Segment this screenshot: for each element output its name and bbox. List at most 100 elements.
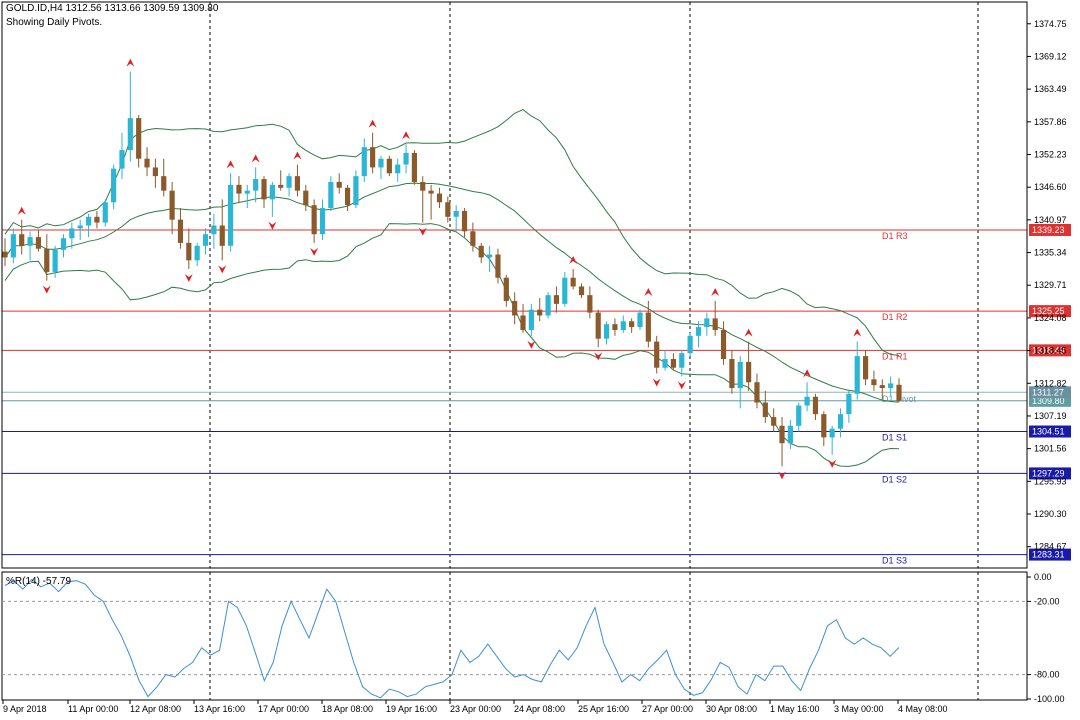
candlesticks: [2, 71, 902, 467]
candle: [879, 379, 885, 400]
candle-body: [136, 118, 142, 159]
fractal-up-marker: [402, 131, 411, 140]
candle-body: [177, 219, 184, 243]
candle-body: [520, 315, 526, 330]
pivot-label: D1 S2: [882, 474, 907, 484]
candle-body: [85, 216, 92, 226]
candle: [395, 158, 401, 182]
candle: [720, 321, 727, 365]
candle-body: [27, 237, 33, 246]
pivot-price-tag-text: 1318.49: [1032, 345, 1065, 355]
candle: [152, 158, 158, 188]
candle: [361, 138, 367, 182]
candle-body: [595, 312, 601, 339]
time-axis[interactable]: 9 Apr 2018 11 Apr 00:00 12 Apr 08:00 13 Apr…: [2, 700, 948, 714]
price-tick-label: 1374.75: [1034, 19, 1067, 29]
fractal-up-marker: [17, 206, 26, 215]
candle: [670, 353, 677, 371]
candle: [662, 350, 668, 371]
price-axis[interactable]: 1374.75 1369.12 1363.49 1357.86 1352.23 1346.…: [1027, 19, 1067, 552]
fractal-down-marker: [778, 471, 787, 480]
candle-body: [152, 167, 158, 177]
pivot-label: D1 R3: [882, 231, 908, 241]
fractal-down-marker: [594, 352, 603, 361]
candle-body: [495, 254, 501, 278]
candle: [244, 184, 250, 209]
indicator-label: %R(14) -57.79: [6, 576, 71, 587]
candle-body: [562, 277, 568, 304]
candle-body: [670, 359, 677, 368]
candle: [127, 71, 133, 162]
candle-body: [219, 225, 225, 246]
candle-body: [294, 176, 301, 191]
candle-body: [353, 176, 359, 206]
candle: [796, 402, 802, 432]
candle: [704, 312, 710, 336]
indicator-tick-label: -20.00: [1034, 596, 1060, 606]
candle-body: [19, 234, 25, 246]
candle: [177, 208, 184, 249]
candle: [637, 309, 643, 330]
current-price-tag-text: 1311.27: [1032, 387, 1064, 397]
time-tick-label: 23 Apr 00:00: [450, 704, 501, 714]
candle-body: [403, 152, 409, 165]
candle: [2, 238, 8, 267]
candle-body: [662, 359, 668, 368]
price-tick-label: 1318.45: [1034, 346, 1067, 356]
time-tick-label: 24 Apr 08:00: [514, 704, 565, 714]
chart-title: GOLD.ID,H4 1312.56 1313.66 1309.59 1309.…: [6, 3, 219, 14]
time-tick-label: 9 Apr 2018: [3, 704, 47, 714]
candle: [194, 242, 200, 267]
candle-body: [2, 251, 8, 258]
candle: [227, 173, 234, 252]
candle: [344, 184, 351, 211]
candle: [319, 199, 326, 241]
candle-body: [102, 202, 108, 223]
candle-body: [837, 414, 844, 429]
candle: [136, 115, 142, 168]
candle: [186, 228, 192, 270]
candle-body: [796, 405, 802, 426]
candle-body: [829, 428, 835, 438]
candle-body: [578, 286, 585, 296]
indicator-frame: [1, 571, 1028, 701]
candle: [503, 274, 509, 307]
candle-body: [461, 210, 468, 232]
candle-body: [787, 425, 793, 444]
candle-body: [487, 254, 493, 258]
chart-subtitle: Showing Daily Pivots.: [6, 17, 102, 28]
candle: [629, 318, 635, 333]
main-plot-area: [2, 2, 1027, 568]
price-tick-label: 1352.23: [1034, 150, 1067, 160]
pivot-label: D1 R2: [882, 312, 908, 322]
price-tick-label: 1363.49: [1034, 84, 1067, 94]
candle: [545, 292, 551, 319]
price-tick-label: 1295.93: [1034, 476, 1067, 486]
candle-body: [119, 150, 125, 169]
candle-body: [846, 393, 852, 415]
candle-body: [111, 168, 117, 203]
main-price-panel[interactable]: [2, 2, 1027, 568]
pivot-price-tag: [1029, 305, 1071, 318]
candle-body: [570, 277, 576, 287]
candle: [202, 228, 209, 255]
candle: [888, 376, 894, 397]
candle-body: [503, 277, 509, 301]
candle-body: [888, 383, 894, 389]
candle-body: [169, 190, 175, 220]
candle-body: [344, 187, 351, 206]
indicator-tick-label: -100.00: [1034, 694, 1065, 704]
candle: [144, 147, 150, 177]
time-tick-label: 19 Apr 16:00: [386, 704, 437, 714]
candle: [77, 219, 83, 241]
candle-body: [311, 205, 317, 235]
williams-r-panel[interactable]: 0.00 -20.00 -80.00 -100.00: [2, 572, 1065, 704]
candle: [821, 411, 827, 447]
candle-body: [10, 234, 16, 258]
candle-body: [244, 190, 250, 194]
candle: [445, 196, 451, 223]
candle: [303, 184, 309, 211]
candle-body: [69, 228, 75, 239]
candle: [746, 341, 752, 391]
